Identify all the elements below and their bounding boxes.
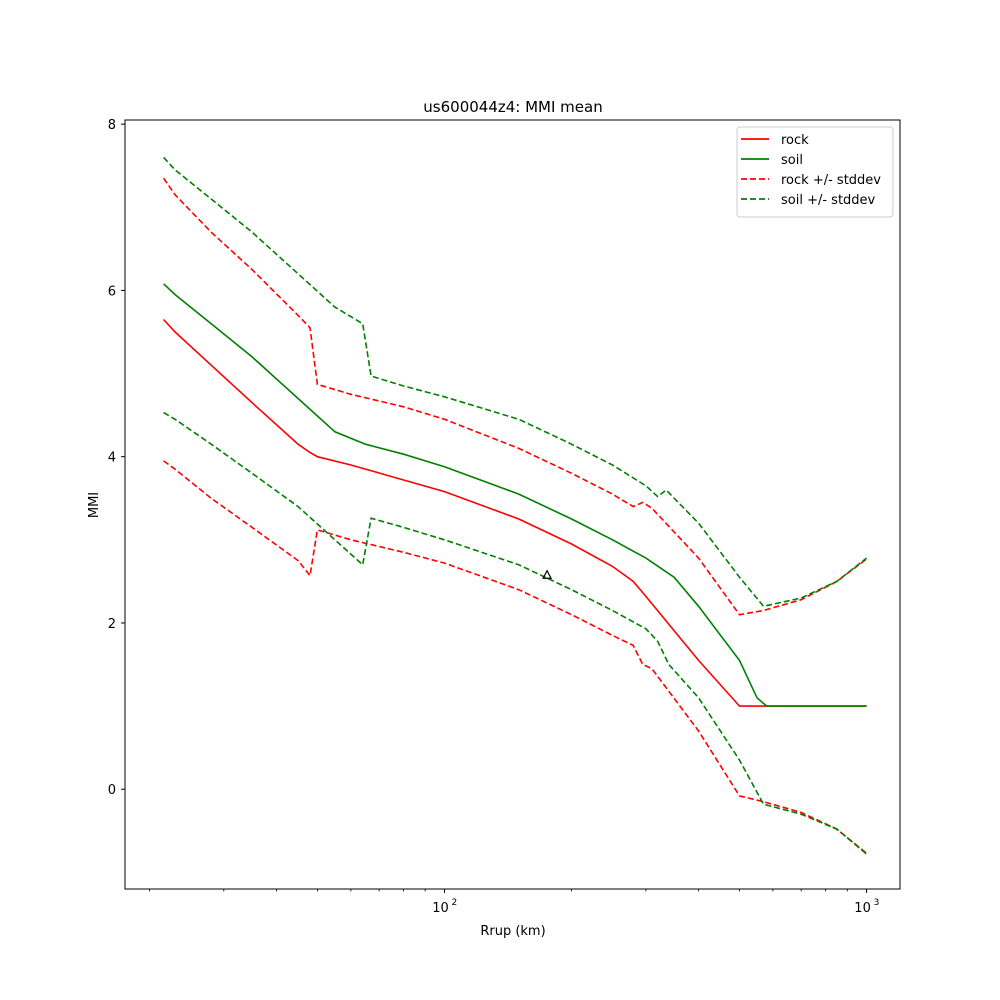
- triangle-marker-0: [542, 569, 553, 579]
- legend-label-2: rock +/- stddev: [781, 173, 881, 188]
- series-line-2: [162, 177, 868, 616]
- x-tick-exponent-1: 3: [874, 898, 880, 908]
- series-line-4: [163, 156, 868, 608]
- plot-frame: [124, 119, 901, 890]
- x-axis-label: Rrup (km): [480, 924, 545, 939]
- chart-title: us600044z4: MMI mean: [423, 98, 602, 116]
- y-axis-label: MMI: [87, 492, 102, 518]
- x-tick-label-1: 10: [854, 901, 871, 916]
- series-line-0: [163, 318, 867, 707]
- y-tick-label-1: 2: [108, 617, 116, 632]
- x-axis: 10 2 10 3: [149, 889, 879, 916]
- legend-label-0: rock: [781, 133, 809, 148]
- legend: rock soil rock +/- stddev soil +/- stddev: [736, 126, 894, 218]
- plot-area: [162, 156, 868, 855]
- y-tick-label-2: 4: [108, 451, 116, 466]
- y-tick-label-3: 6: [108, 284, 116, 299]
- y-tick-label-0: 0: [108, 783, 116, 798]
- series-line-3: [163, 460, 868, 854]
- series-line-5: [163, 411, 868, 855]
- x-tick-exponent-0: 2: [451, 898, 457, 908]
- legend-label-3: soil +/- stddev: [781, 193, 876, 208]
- legend-label-1: soil: [781, 153, 803, 168]
- y-axis: 0 2 4 6 8: [108, 118, 125, 798]
- y-tick-label-4: 8: [108, 118, 116, 133]
- x-tick-label-0: 10: [432, 901, 449, 916]
- legend-box: [736, 126, 894, 218]
- series-line-1: [163, 283, 867, 707]
